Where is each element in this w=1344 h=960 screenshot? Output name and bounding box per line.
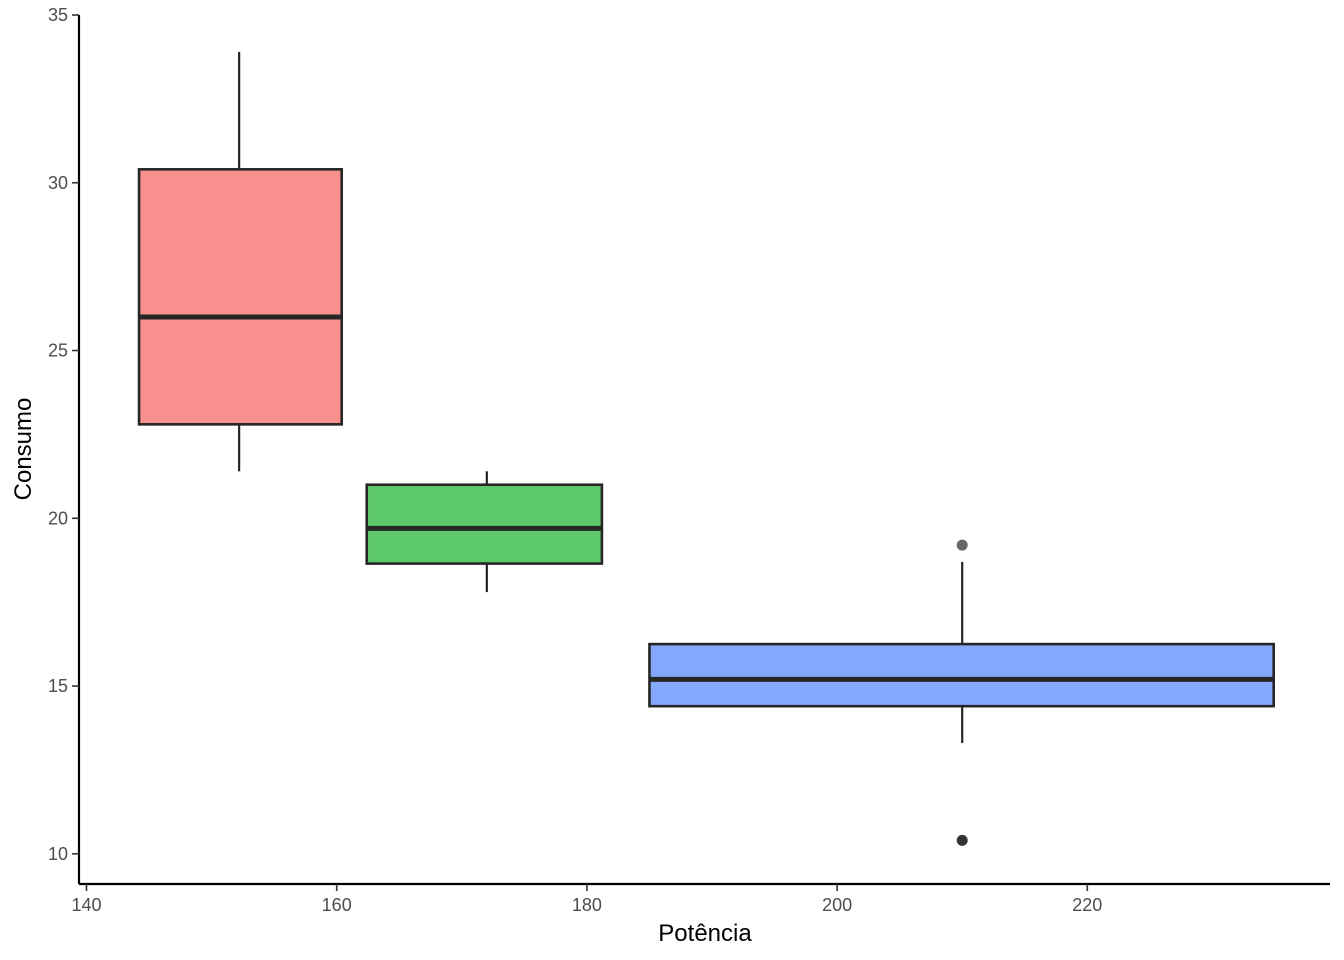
box-group xyxy=(137,51,344,472)
x-tick-label: 160 xyxy=(322,895,352,915)
box xyxy=(648,642,1276,708)
outlier-point xyxy=(956,834,968,846)
box-group xyxy=(648,539,1276,846)
y-tick-label: 35 xyxy=(48,5,68,25)
box xyxy=(137,168,344,426)
x-tick-label: 220 xyxy=(1072,895,1102,915)
y-tick-label: 20 xyxy=(48,508,68,528)
outlier-point xyxy=(956,539,968,551)
x-tick-label: 180 xyxy=(572,895,602,915)
box xyxy=(365,483,604,565)
x-axis-title: Potência xyxy=(658,920,752,947)
box-group xyxy=(365,471,604,593)
y-tick-label: 25 xyxy=(48,341,68,361)
y-tick-label: 30 xyxy=(48,173,68,193)
x-tick-label: 200 xyxy=(822,895,852,915)
y-axis-title: Consumo xyxy=(10,398,37,501)
x-tick-label: 140 xyxy=(71,895,101,915)
axes: 10 15 20 25 30 35 140 160 180 200 220 xyxy=(48,5,1330,915)
boxes xyxy=(137,51,1276,846)
y-tick-label: 10 xyxy=(48,844,68,864)
y-tick-label: 15 xyxy=(48,676,68,696)
